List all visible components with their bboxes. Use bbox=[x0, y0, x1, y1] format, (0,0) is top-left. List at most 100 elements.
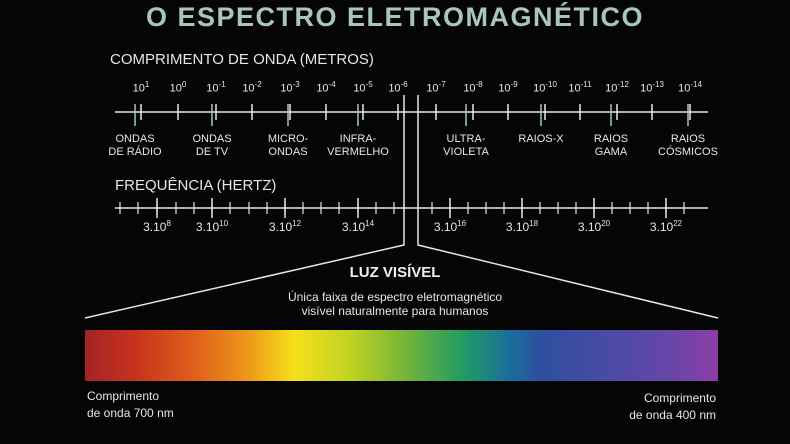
wavelength-tick-base: 10 bbox=[568, 82, 581, 95]
wavelength-tick-base: 10 bbox=[498, 82, 511, 95]
wavelength-tick-exponent: -6 bbox=[400, 80, 408, 89]
frequency-tick-exponent: 16 bbox=[457, 219, 467, 228]
wavelength-tick-label: 10-5 bbox=[353, 80, 372, 95]
wavelength-tick-base: 10 bbox=[533, 82, 546, 95]
frequency-tick-label: 3.1022 bbox=[650, 219, 682, 234]
band-label: RAIOS GAMA bbox=[594, 133, 628, 159]
wavelength-tick-exponent: -5 bbox=[365, 80, 373, 89]
wavelength-tick-base: 10 bbox=[316, 82, 329, 95]
wavelength-tick-label: 10-10 bbox=[533, 80, 557, 95]
frequency-tick-base: 3.10 bbox=[433, 220, 458, 234]
wavelength-tick-base: 10 bbox=[605, 82, 618, 95]
band-label: RAIOS-X bbox=[518, 133, 563, 146]
visible-light-description-line1: Única faixa de espectro eletromagnético bbox=[287, 290, 503, 304]
visible-light-title: LUZ VISÍVEL bbox=[349, 264, 441, 281]
frequency-tick-base: 3.10 bbox=[577, 220, 602, 234]
wavelength-axis bbox=[115, 104, 708, 126]
wavelength-tick-label: 10-11 bbox=[568, 80, 591, 95]
band-label: INFRA- VERMELHO bbox=[327, 133, 389, 159]
frequency-axis-title: FREQUÊNCIA (HERTZ) bbox=[115, 177, 277, 194]
frequency-tick-label: 3.108 bbox=[143, 219, 171, 234]
wavelength-tick-label: 10-14 bbox=[678, 80, 702, 95]
wavelength-tick-base: 10 bbox=[388, 82, 401, 95]
frequency-tick-label: 3.1014 bbox=[342, 219, 374, 234]
frequency-tick-exponent: 8 bbox=[166, 219, 171, 228]
wavelength-tick-exponent: -12 bbox=[617, 80, 629, 89]
wavelength-tick-label: 101 bbox=[133, 80, 150, 95]
band-label-line1: INFRA- bbox=[339, 133, 377, 145]
wavelength-tick-exponent: -11 bbox=[580, 80, 592, 89]
wavelength-tick-exponent: -3 bbox=[292, 80, 300, 89]
wavelength-tick-base: 10 bbox=[640, 82, 653, 95]
frequency-tick-exponent: 18 bbox=[529, 219, 539, 228]
wavelength-tick-label: 10-1 bbox=[206, 80, 225, 95]
frequency-tick-exponent: 10 bbox=[219, 219, 229, 228]
band-label-line2: VERMELHO bbox=[327, 146, 389, 158]
wavelength-tick-exponent: -14 bbox=[690, 80, 702, 89]
wavelength-tick-base: 10 bbox=[353, 82, 366, 95]
band-label-line2: VIOLETA bbox=[443, 146, 489, 158]
frequency-tick-label: 3.1010 bbox=[196, 219, 228, 234]
visible-light-callout-lines bbox=[84, 95, 719, 319]
wavelength-tick-base: 10 bbox=[463, 82, 476, 95]
frequency-tick-label: 3.1020 bbox=[578, 219, 610, 234]
band-label-line1: ONDAS bbox=[115, 133, 155, 145]
caption-400nm-line1: Comprimento bbox=[643, 391, 716, 405]
caption-700nm-line2: de onda 700 nm bbox=[87, 406, 174, 420]
wavelength-tick-label: 10-9 bbox=[498, 80, 517, 95]
wavelength-tick-label: 10-12 bbox=[605, 80, 629, 95]
band-label-line2: ONDAS bbox=[268, 146, 308, 158]
wavelength-tick-label: 10-13 bbox=[640, 80, 664, 95]
wavelength-tick-label: 100 bbox=[170, 80, 187, 95]
frequency-tick-exponent: 22 bbox=[673, 219, 683, 228]
frequency-tick-base: 3.10 bbox=[268, 220, 293, 234]
band-label: ONDAS DE TV bbox=[192, 133, 231, 159]
frequency-tick-exponent: 14 bbox=[365, 219, 375, 228]
wavelength-tick-label: 10-2 bbox=[242, 80, 261, 95]
band-label: MICRO- ONDAS bbox=[268, 133, 308, 159]
wavelength-tick-label: 10-4 bbox=[316, 80, 335, 95]
wavelength-tick-base: 10 bbox=[169, 82, 182, 95]
wavelength-tick-base: 10 bbox=[678, 82, 691, 95]
band-label-line1: RAIOS-X bbox=[518, 133, 564, 145]
wavelength-tick-exponent: 1 bbox=[144, 80, 150, 89]
frequency-tick-base: 3.10 bbox=[195, 220, 220, 234]
band-label-line2: DE RÁDIO bbox=[108, 146, 162, 158]
band-label: ULTRA- VIOLETA bbox=[443, 133, 489, 159]
band-label: RAIOS CÓSMICOS bbox=[658, 133, 718, 159]
caption-700nm: Comprimento de onda 700 nm bbox=[87, 388, 174, 422]
band-label-line2: DE TV bbox=[195, 146, 229, 158]
caption-400nm: Comprimento de onda 400 nm bbox=[629, 390, 716, 424]
wavelength-tick-exponent: -9 bbox=[510, 80, 518, 89]
wavelength-tick-exponent: -10 bbox=[545, 80, 557, 89]
frequency-tick-label: 3.1018 bbox=[506, 219, 538, 234]
band-label-line1: RAIOS bbox=[593, 133, 629, 145]
caption-400nm-line2: de onda 400 nm bbox=[629, 408, 716, 422]
wavelength-tick-exponent: -4 bbox=[328, 80, 336, 89]
caption-700nm-line1: Comprimento bbox=[87, 389, 160, 403]
band-label-line1: ONDAS bbox=[192, 133, 232, 145]
wavelength-tick-base: 10 bbox=[426, 82, 439, 95]
frequency-tick-exponent: 20 bbox=[601, 219, 611, 228]
wavelength-tick-base: 10 bbox=[280, 82, 293, 95]
wavelength-tick-label: 10-8 bbox=[463, 80, 482, 95]
band-label-line2: GAMA bbox=[594, 146, 628, 158]
wavelength-tick-exponent: 0 bbox=[181, 80, 187, 89]
wavelength-tick-exponent: -8 bbox=[475, 80, 483, 89]
wavelength-tick-label: 10-7 bbox=[426, 80, 445, 95]
visible-spectrum-bar bbox=[85, 330, 718, 381]
frequency-tick-label: 3.1012 bbox=[269, 219, 301, 234]
wavelength-tick-exponent: -2 bbox=[254, 80, 262, 89]
wavelength-tick-exponent: -1 bbox=[218, 80, 226, 89]
frequency-tick-base: 3.10 bbox=[341, 220, 366, 234]
band-label-line1: RAIOS bbox=[670, 133, 706, 145]
page-title: O ESPECTRO ELETROMAGNÉTICO bbox=[145, 2, 645, 32]
band-label-line1: ULTRA- bbox=[446, 133, 486, 145]
wavelength-tick-exponent: -13 bbox=[652, 80, 664, 89]
band-label: ONDAS DE RÁDIO bbox=[108, 133, 161, 159]
wavelength-tick-label: 10-6 bbox=[388, 80, 407, 95]
frequency-tick-base: 3.10 bbox=[505, 220, 530, 234]
frequency-tick-exponent: 12 bbox=[292, 219, 302, 228]
band-label-line1: MICRO- bbox=[267, 133, 309, 145]
